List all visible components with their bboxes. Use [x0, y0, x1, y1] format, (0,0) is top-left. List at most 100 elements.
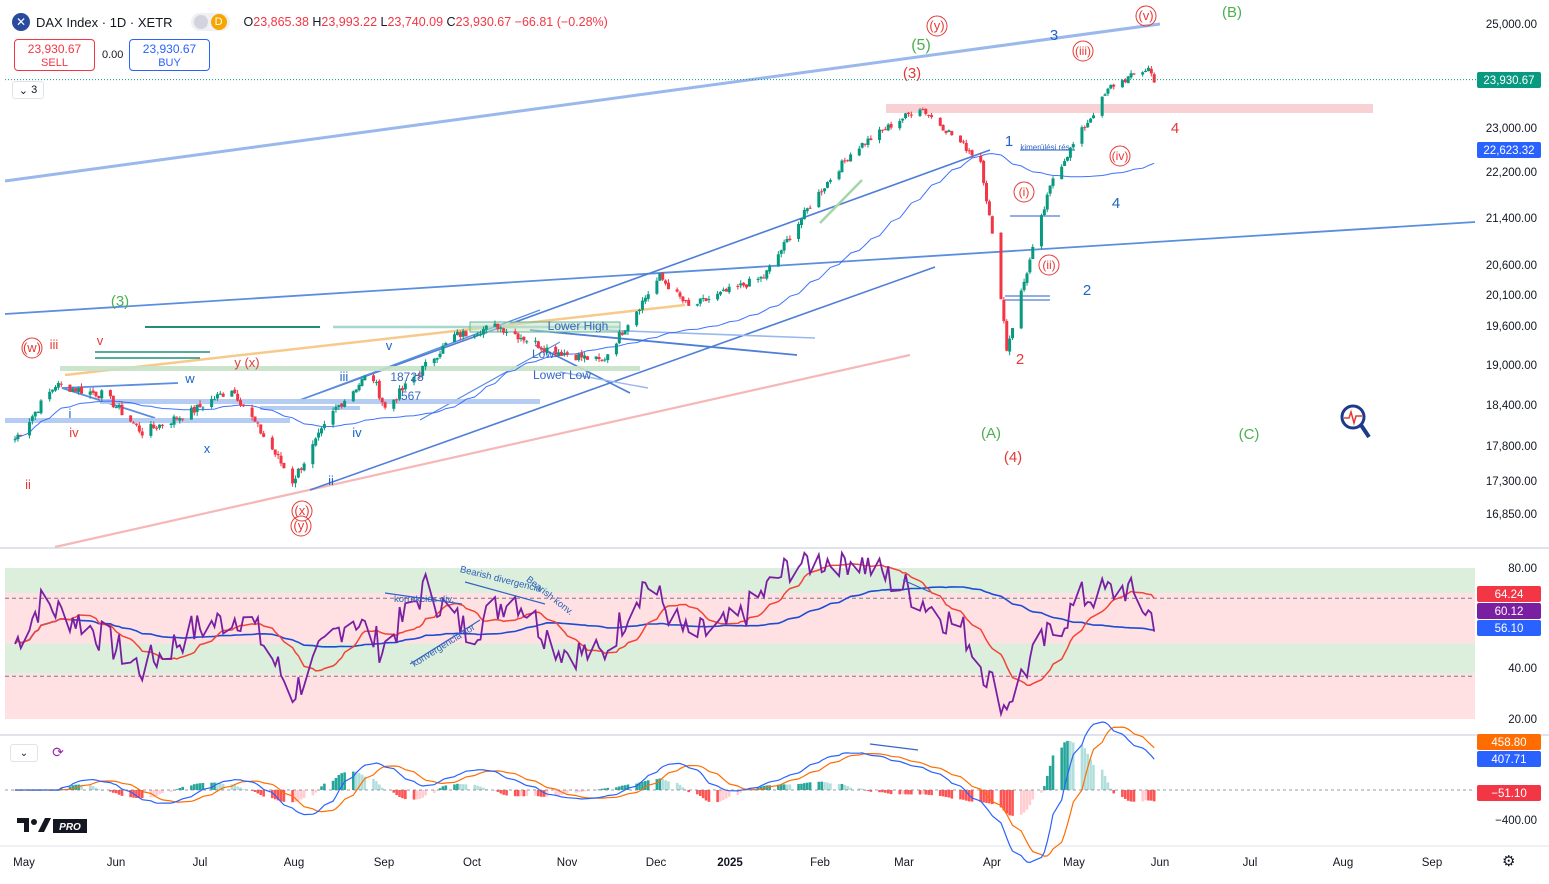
candle-body: [421, 365, 425, 376]
candle-body: [293, 478, 297, 484]
rsi-divergence-line: [464, 581, 546, 605]
price-axis-tick: 21,400.00: [1486, 213, 1537, 225]
macd-bar: [777, 784, 780, 790]
macd-bar: [1063, 742, 1066, 790]
candle-body: [253, 416, 257, 422]
macd-bar: [221, 783, 225, 790]
symbol-title[interactable]: DAX Index · 1D · XETR: [36, 14, 173, 30]
candle-body: [1060, 166, 1064, 180]
macd-bar: [999, 790, 1003, 808]
macd-bar: [109, 790, 112, 792]
candle-body: [374, 382, 378, 384]
pane-collapse-button[interactable]: ⌄: [10, 744, 38, 762]
candle-body: [736, 285, 740, 287]
market-status-badge[interactable]: D: [190, 13, 230, 31]
macd-bar: [91, 786, 95, 790]
candle-body: [160, 424, 164, 426]
macd-bar: [557, 790, 560, 796]
time-axis-tick: Dec: [646, 857, 667, 869]
macd-bar: [1100, 769, 1104, 790]
macd-bar: [742, 790, 745, 791]
brand-text: PRO: [59, 822, 81, 833]
candle-body: [840, 160, 844, 173]
candle-body: [1008, 338, 1012, 352]
price-axis-tick: 25,000.00: [1486, 19, 1537, 31]
wave-label: iii: [50, 337, 59, 352]
descending-line: [559, 371, 649, 389]
candle-body: [354, 389, 358, 393]
candle-body: [215, 394, 219, 399]
macd-bar: [1132, 790, 1136, 802]
candle-body: [707, 299, 711, 301]
macd-bar: [881, 790, 884, 793]
candle-body: [403, 383, 407, 390]
macd-bar: [383, 790, 387, 791]
candle-body: [990, 216, 994, 234]
time-axis-tick: 2025: [717, 857, 743, 869]
candle-body: [785, 238, 789, 243]
refresh-icon[interactable]: ⟳: [52, 743, 64, 760]
wave-label: (3): [111, 293, 129, 310]
indicators-toggle[interactable]: ⌄ 3: [12, 81, 44, 99]
symbol-header: ✕ DAX Index · 1D · XETR D O23,865.38 H23…: [12, 11, 608, 33]
wave-label: (4): [1004, 449, 1022, 466]
candle-body: [479, 334, 483, 336]
candle-body: [1120, 80, 1124, 88]
gap-zone: [886, 104, 1373, 113]
macd-bar: [453, 784, 456, 790]
candle-body: [961, 141, 965, 143]
macd-bar: [982, 790, 985, 803]
candle-body: [1089, 118, 1093, 123]
macd-bar: [94, 787, 98, 790]
candle-body: [643, 297, 647, 302]
macd-bar: [904, 790, 907, 795]
time-axis-tick: May: [1063, 857, 1085, 869]
candle-body: [221, 393, 225, 397]
candle-body: [849, 154, 853, 162]
macd-bar: [829, 783, 832, 790]
wave-label: (B): [1222, 4, 1242, 21]
macd-bar: [615, 787, 618, 790]
low-value: 23,740.09: [387, 15, 444, 29]
wave-label: v: [97, 333, 104, 348]
change-value: −66.81 (−0.28%): [514, 15, 608, 29]
candle-body: [687, 299, 691, 306]
macd-bar: [1106, 782, 1110, 790]
macd-value-tag: [1477, 785, 1541, 801]
candle-body: [27, 422, 31, 436]
macd-divergence-line: [869, 743, 919, 751]
candle-body: [525, 341, 529, 343]
wave-label: 1: [1005, 133, 1013, 150]
candle-body: [817, 191, 821, 208]
macd-bar: [563, 790, 566, 795]
candle-body: [169, 423, 173, 425]
candle-body: [958, 135, 962, 143]
sell-button[interactable]: 23,930.67 SELL: [14, 39, 95, 71]
macd-bar: [178, 787, 182, 790]
candle-body: [1152, 74, 1156, 83]
support-zone: [260, 406, 360, 410]
candle-body: [675, 289, 679, 292]
candle-body: [1126, 76, 1130, 84]
macd-bar: [129, 790, 132, 798]
macd-bar: [962, 790, 965, 800]
candle-body: [418, 374, 422, 376]
green-trend-line: [819, 179, 863, 224]
buy-button[interactable]: 23,930.67 BUY: [129, 39, 210, 71]
macd-value-label: 407.71: [1491, 754, 1526, 766]
macd-bar: [644, 781, 647, 790]
settings-gear-icon[interactable]: ⚙: [1502, 853, 1516, 870]
candle-body: [857, 148, 861, 156]
macd-bar: [1109, 788, 1113, 790]
macd-bar: [297, 790, 300, 801]
candle-body: [273, 449, 277, 455]
macd-bar: [857, 788, 861, 790]
macd-bar: [192, 784, 196, 790]
macd-bar: [944, 790, 948, 797]
candle-body: [1005, 321, 1009, 351]
candle-body: [1109, 84, 1113, 89]
macd-bar: [354, 771, 358, 790]
price-axis-tick: 19,000.00: [1486, 360, 1537, 372]
macd-bar: [866, 790, 870, 791]
